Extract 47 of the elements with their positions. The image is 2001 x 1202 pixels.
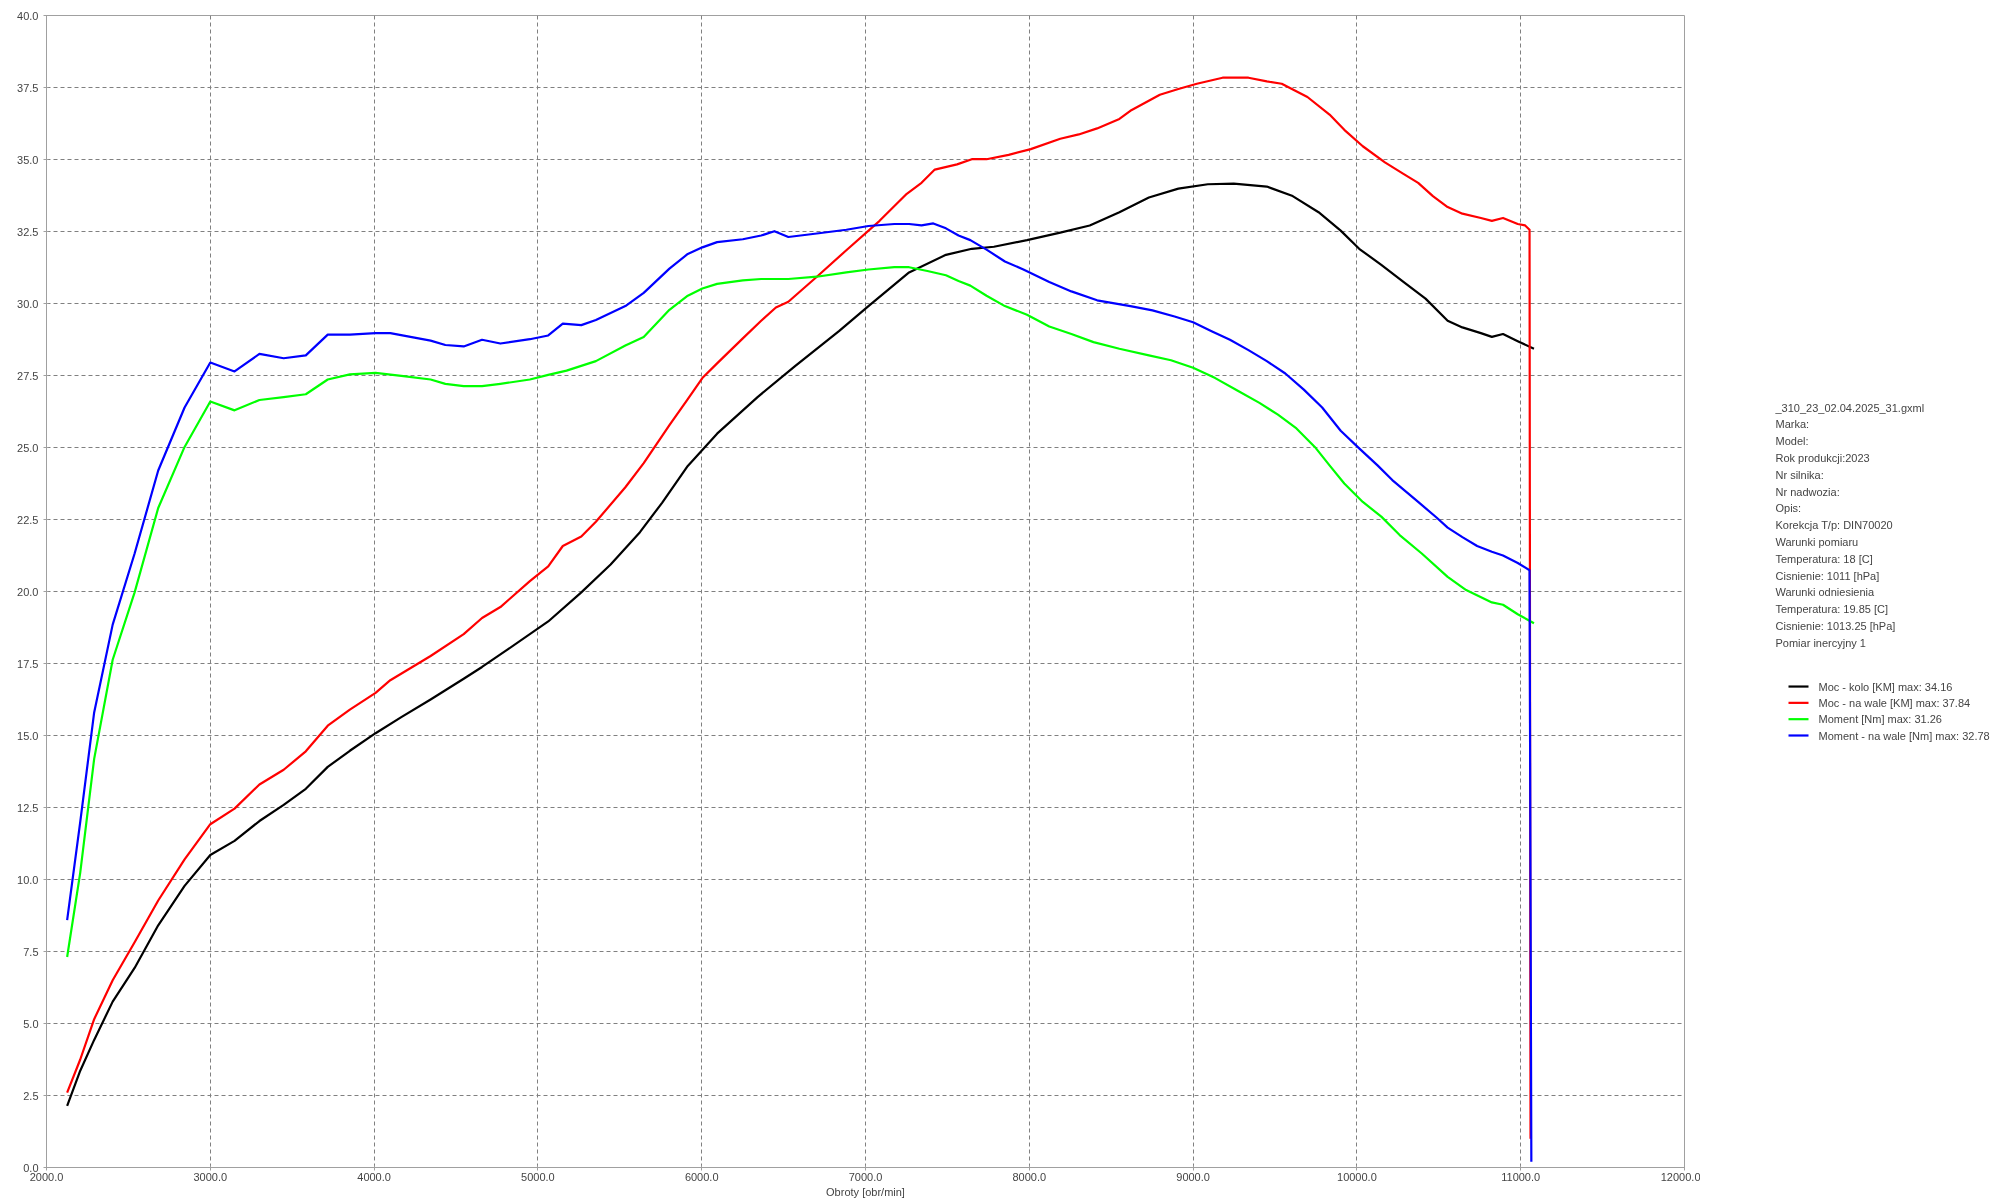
x-tick-label: 3000.0 <box>193 1170 228 1183</box>
text: Temperatura: 18 [C] <box>1775 552 1873 565</box>
y-tick-label: 10.0 <box>17 873 39 886</box>
x-tick-label: 4000.0 <box>357 1170 391 1183</box>
y-tick-label: 37.5 <box>17 81 39 94</box>
y-tick-label: 40.0 <box>17 9 39 22</box>
y-tick-label: 30.0 <box>17 297 39 310</box>
text: Cisnienie: 1013.25 [hPa] <box>1775 619 1896 632</box>
text: Korekcja T/p: DIN70020 <box>1775 519 1893 532</box>
x-tick-label: 10000.0 <box>1337 1170 1377 1183</box>
text: Opis: <box>1775 502 1802 515</box>
legend-label: Moment - na wale [Nm] max: 32.78 <box>1818 729 1990 742</box>
text: Pomiar inercyjny 1 <box>1775 636 1866 649</box>
y-tick-label: 12.5 <box>17 801 39 814</box>
legend-label: Moc - kolo [KM] max: 34.16 <box>1818 680 1953 693</box>
y-tick-label: 22.5 <box>17 513 39 526</box>
y-tick-label: 20.0 <box>17 585 39 598</box>
x-tick-label: 8000.0 <box>1012 1170 1047 1183</box>
text: Marka: <box>1775 418 1810 431</box>
y-tick-label: 5.0 <box>23 1017 39 1030</box>
text: Cisnienie: 1011 [hPa] <box>1775 569 1880 582</box>
legend-label: Moc - na wale [KM] max: 37.84 <box>1818 696 1971 709</box>
y-tick-label: 15.0 <box>17 729 39 742</box>
x-axis-title: Obroty [obr/min] <box>826 1185 905 1198</box>
x-tick-label: 6000.0 <box>684 1170 719 1183</box>
y-tick-label: 27.5 <box>17 369 39 382</box>
legend-label: Moment [Nm] max: 31.26 <box>1818 713 1942 726</box>
x-tick-label: 12000.0 <box>1660 1170 1701 1183</box>
text: Warunki pomiaru <box>1775 535 1859 548</box>
y-tick-label: 32.5 <box>17 225 39 238</box>
text: Warunki odniesienia <box>1775 586 1876 599</box>
text: Nr silnika: <box>1775 468 1824 481</box>
text: _310_23_02.04.2025_31.gxml <box>1774 401 1925 414</box>
y-tick-label: 7.5 <box>23 945 39 958</box>
text: Model: <box>1775 435 1809 448</box>
y-tick-label: 25.0 <box>17 441 39 454</box>
text: Temperatura: 19.85 [C] <box>1775 603 1889 616</box>
x-tick-label: 11000.0 <box>1501 1170 1541 1183</box>
x-tick-label: 9000.0 <box>1176 1170 1210 1183</box>
x-tick-label: 5000.0 <box>521 1170 555 1183</box>
y-tick-label: 17.5 <box>17 657 39 670</box>
text: Rok produkcji:2023 <box>1775 451 1870 464</box>
y-tick-label: 35.0 <box>17 153 39 166</box>
text: Nr nadwozia: <box>1775 485 1840 498</box>
y-tick-label: 2.5 <box>23 1089 39 1102</box>
x-tick-label: 7000.0 <box>848 1170 883 1183</box>
line-series <box>66 266 1536 959</box>
